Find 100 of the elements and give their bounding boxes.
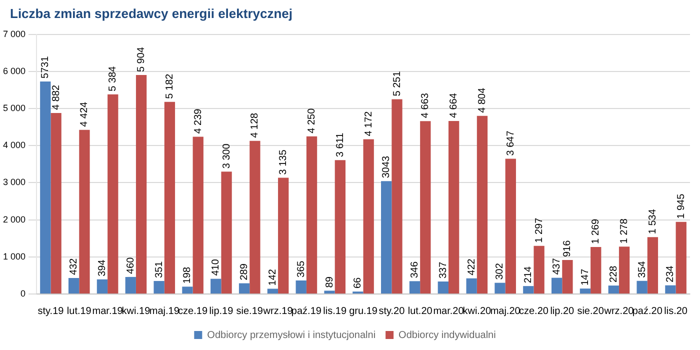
bar [210,278,222,294]
data-label: 354 [636,260,648,278]
data-label: 4 804 [476,87,488,113]
bar [420,121,431,294]
bar [494,282,506,294]
x-tick-label: sie.20 [577,306,604,317]
data-label: 4 663 [420,92,432,118]
bar [250,140,260,294]
x-tick-label: cze.19 [178,306,208,317]
data-label: 437 [552,258,563,275]
data-label: 394 [96,259,108,276]
x-tick-label: paź.19 [291,306,322,317]
x-tick-label: kwi.19 [122,306,151,317]
data-label: 3 647 [505,130,516,156]
x-tick-label: cze.20 [519,306,549,317]
x-tick-label: lis.19 [323,306,347,317]
data-label: 3043 [381,155,392,178]
x-tick-label: wrz.20 [603,306,634,317]
data-label: 4 664 [448,92,460,118]
bar [534,246,544,294]
x-tick-label: kwi.20 [462,306,492,317]
y-tick-label: 7 000 [2,28,26,39]
bar [590,246,602,294]
bar [438,282,448,294]
data-label: 460 [125,256,136,274]
data-label: 337 [438,261,449,278]
chart-title: Liczba zmian sprzedawcy energii elektrycznej [10,6,293,21]
y-tick-label: 4 000 [2,140,26,150]
bar [636,280,648,294]
bar [647,237,658,294]
x-tick-label: gru.19 [349,306,378,317]
bar [50,112,62,294]
bar [505,158,516,294]
bar [79,130,90,294]
data-label: 198 [182,266,194,284]
data-label: 1 297 [534,217,545,243]
y-tick-label: 0 [20,288,26,298]
bar [580,288,591,294]
bar [324,290,335,294]
bar [448,121,460,294]
bar [618,246,630,294]
data-label: 5 251 [392,70,403,96]
bar [192,136,204,294]
data-label: 3 300 [221,143,232,169]
x-tick-label: lip.20 [550,306,575,317]
legend-label: Odbiorcy przemysłowi i instytucjonalni [207,330,376,341]
data-label: 410 [210,258,222,276]
data-label: 1 945 [676,193,687,219]
y-tick-label: 2 000 [2,214,26,224]
bar [409,281,420,294]
data-label: 3 611 [334,132,346,158]
data-label: 432 [68,258,80,275]
x-tick-label: lis.20 [664,306,688,317]
x-tick-label: mar.19 [92,306,124,317]
bar [68,278,80,294]
bar [267,288,278,294]
data-label: 302 [494,262,506,280]
bar [136,75,147,294]
data-label: 5 904 [136,46,148,72]
y-tick-label: 3 000 [2,177,26,188]
bar [296,280,306,294]
data-label: 234 [665,265,676,282]
data-label: 916 [562,240,574,258]
bar [363,139,374,294]
x-tick-label: sty.19 [38,306,64,317]
data-label: 365 [296,260,307,278]
bar [608,286,619,294]
data-label: 289 [239,263,250,280]
bar [665,285,676,294]
data-label: 351 [154,260,165,278]
x-tick-label: paź.20 [632,306,663,317]
data-label: 1 269 [590,218,602,244]
x-tick-label: lut.19 [66,306,92,317]
x-tick-label: lut.20 [408,306,433,317]
bar [108,94,118,294]
bar [221,172,232,294]
bar [278,178,289,294]
bar [334,160,346,294]
data-label: 5 384 [108,66,119,92]
data-label: 4 128 [250,112,261,138]
bar [125,276,136,294]
x-tick-label: sie.19 [236,306,264,317]
x-tick-label: maj.19 [149,306,180,317]
bar [392,99,402,294]
x-tick-label: mar.20 [433,306,464,317]
data-label: 142 [267,268,278,286]
data-label: 228 [608,265,620,283]
bar [551,278,562,294]
data-label: 4 882 [50,84,62,110]
data-label: 346 [410,261,421,278]
bar [676,222,686,294]
bar [476,116,488,294]
x-tick-label: sty.20 [378,306,406,317]
bar [182,286,193,294]
y-tick-label: 1 000 [2,251,26,262]
data-label: 66 [352,276,364,289]
bar [40,81,51,294]
bar [562,260,573,294]
bar [306,136,318,294]
bar [381,181,392,294]
